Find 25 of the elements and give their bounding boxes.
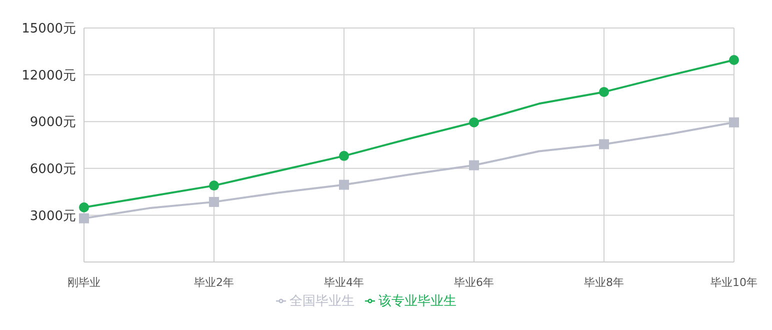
x-tick-label: 毕业8年 [584, 276, 624, 289]
point [79, 202, 89, 212]
y-tick-label: 12000元 [22, 68, 76, 84]
y-tick-label: 9000元 [30, 115, 76, 130]
point [469, 117, 479, 128]
x-tick-label: 毕业6年 [454, 276, 494, 289]
point [729, 54, 739, 65]
point [729, 117, 739, 128]
point [79, 213, 89, 224]
point [209, 196, 219, 207]
x-tick-label: 毕业2年 [194, 276, 234, 289]
point [599, 86, 609, 97]
x-tick-label: 毕业10年 [710, 276, 758, 289]
x-tick-label: 毕业4年 [324, 276, 364, 289]
legend-label: 该专业毕业生 [378, 294, 456, 309]
y-tick-label: 15000元 [22, 22, 76, 37]
point [339, 180, 349, 190]
y-tick-label: 3000元 [30, 208, 76, 224]
legend-label: 全国毕业生 [290, 294, 354, 309]
x-tick-label: 刚毕业 [68, 276, 100, 289]
point [339, 150, 349, 161]
point [469, 160, 479, 170]
point [209, 180, 219, 191]
point [599, 139, 609, 150]
y-tick-label: 6000元 [30, 162, 76, 178]
